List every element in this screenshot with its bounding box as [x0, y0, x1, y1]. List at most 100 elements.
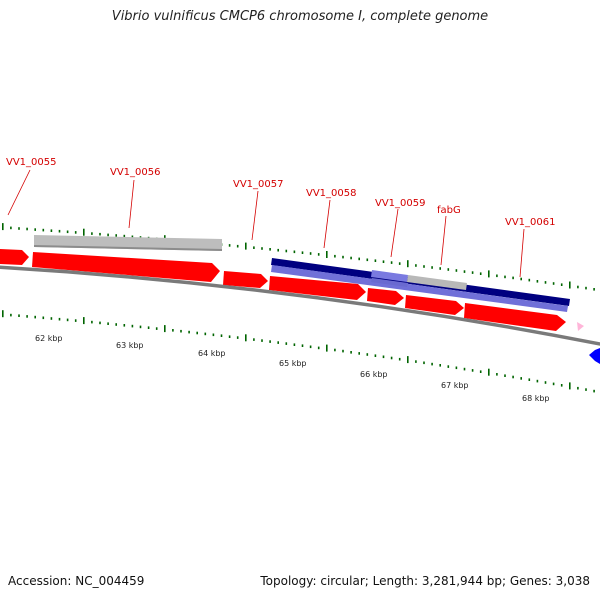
lower-minor-tick: [552, 382, 555, 386]
gene-label-vv1-0059: VV1_0059: [375, 198, 426, 209]
lower-minor-tick: [423, 361, 425, 365]
lower-minor-tick: [358, 352, 360, 355]
cds-fabg[interactable]: [405, 295, 464, 315]
lower-minor-tick: [18, 314, 20, 317]
lower-minor-tick: [42, 316, 45, 320]
lower-minor-tick: [107, 322, 109, 325]
upper-minor-tick: [593, 288, 595, 291]
lower-minor-tick: [390, 356, 393, 360]
scale-label-65kbp: 65 kbp: [279, 359, 307, 368]
cds-vv1-0061[interactable]: [464, 303, 566, 331]
upper-major-tick: [83, 228, 85, 236]
match-track-light: [271, 265, 568, 312]
lower-minor-tick: [463, 367, 466, 371]
upper-minor-tick: [309, 252, 312, 255]
upper-minor-tick: [398, 262, 401, 265]
lower-minor-tick: [342, 349, 344, 353]
lower-minor-tick: [91, 320, 93, 324]
upper-minor-tick: [123, 234, 126, 238]
lower-major-tick: [326, 344, 328, 352]
cds-track: [0, 249, 566, 331]
upper-minor-tick: [512, 276, 514, 280]
lower-minor-tick: [301, 344, 304, 347]
lower-minor-tick: [544, 381, 547, 384]
lower-minor-tick: [504, 374, 506, 377]
lower-major-tick: [488, 368, 490, 376]
lower-minor-tick: [585, 388, 587, 391]
upper-minor-tick: [58, 229, 61, 233]
upper-minor-tick: [91, 232, 93, 235]
topology-summary: Topology: circular; Length: 3,281,944 bp…: [260, 574, 590, 588]
upper-minor-tick: [536, 280, 539, 283]
upper-minor-tick: [585, 286, 587, 290]
upper-minor-tick: [342, 255, 344, 259]
cds-vv1-0059[interactable]: [367, 288, 404, 305]
gene-label-vv1-0058: VV1_0058: [306, 188, 357, 199]
lower-minor-tick: [455, 366, 458, 370]
map-title: Vibrio vulnificus CMCP6 chromosome I, co…: [111, 9, 489, 24]
upper-minor-tick: [415, 264, 417, 267]
lower-minor-tick: [180, 329, 182, 333]
lower-minor-tick: [471, 369, 474, 372]
upper-minor-tick: [504, 275, 506, 279]
lower-minor-tick: [26, 315, 28, 318]
lower-minor-tick: [228, 335, 231, 338]
lower-minor-tick: [204, 332, 207, 336]
upper-major-tick: [569, 281, 571, 289]
upper-minor-tick: [228, 244, 231, 247]
upper-minor-tick: [10, 226, 12, 230]
lower-minor-tick: [261, 339, 263, 342]
upper-minor-tick: [366, 258, 369, 262]
upper-minor-tick: [269, 248, 271, 251]
lower-minor-tick: [139, 325, 142, 329]
upper-tick-row: [2, 223, 595, 291]
lower-minor-tick: [293, 343, 296, 346]
upper-minor-tick: [528, 278, 531, 282]
cds-vv1-0055[interactable]: [0, 249, 29, 265]
lower-minor-tick: [115, 323, 117, 326]
lower-minor-tick: [34, 315, 36, 319]
lower-minor-tick: [496, 373, 498, 376]
lower-minor-tick: [317, 346, 320, 350]
lower-minor-tick: [285, 342, 288, 345]
lower-minor-tick: [366, 353, 369, 356]
match-segment-light-2: [371, 278, 408, 287]
upper-minor-tick: [42, 228, 45, 232]
lower-tick-row: [2, 310, 595, 393]
lower-minor-tick: [398, 357, 401, 361]
upper-minor-tick: [253, 246, 255, 249]
upper-minor-tick: [423, 265, 425, 268]
lower-minor-tick: [188, 330, 190, 334]
upper-minor-tick: [131, 235, 134, 239]
upper-minor-tick: [544, 281, 547, 284]
cds-vv1-0057[interactable]: [223, 271, 268, 288]
upper-minor-tick: [560, 283, 563, 286]
upper-minor-tick: [18, 227, 20, 230]
lower-minor-tick: [560, 384, 563, 387]
lower-minor-tick: [269, 340, 271, 343]
match-segment-grey: [407, 275, 467, 290]
lower-minor-tick: [220, 334, 223, 337]
lower-minor-tick: [74, 319, 77, 322]
upper-major-tick: [2, 223, 4, 231]
cds-vv1-0058[interactable]: [269, 276, 366, 300]
upper-minor-tick: [317, 253, 320, 256]
cds-vv1-0056[interactable]: [32, 252, 220, 282]
gene-label-vv1-0057: VV1_0057: [233, 179, 284, 190]
upper-minor-tick: [34, 228, 36, 231]
lower-minor-tick: [350, 351, 352, 354]
upper-minor-tick: [439, 267, 441, 270]
lower-minor-tick: [512, 375, 514, 379]
lower-minor-tick: [155, 327, 158, 330]
upper-minor-tick: [390, 261, 393, 264]
feature-pink: [577, 322, 584, 331]
match-segment-light-1: [371, 270, 408, 282]
match-bar-grey-shade: [34, 245, 222, 251]
upper-major-tick: [245, 242, 247, 250]
lower-minor-tick: [172, 329, 174, 332]
lower-minor-tick: [123, 324, 126, 327]
lower-minor-tick: [212, 333, 215, 337]
lower-minor-tick: [66, 318, 69, 322]
upper-minor-tick: [107, 233, 109, 237]
